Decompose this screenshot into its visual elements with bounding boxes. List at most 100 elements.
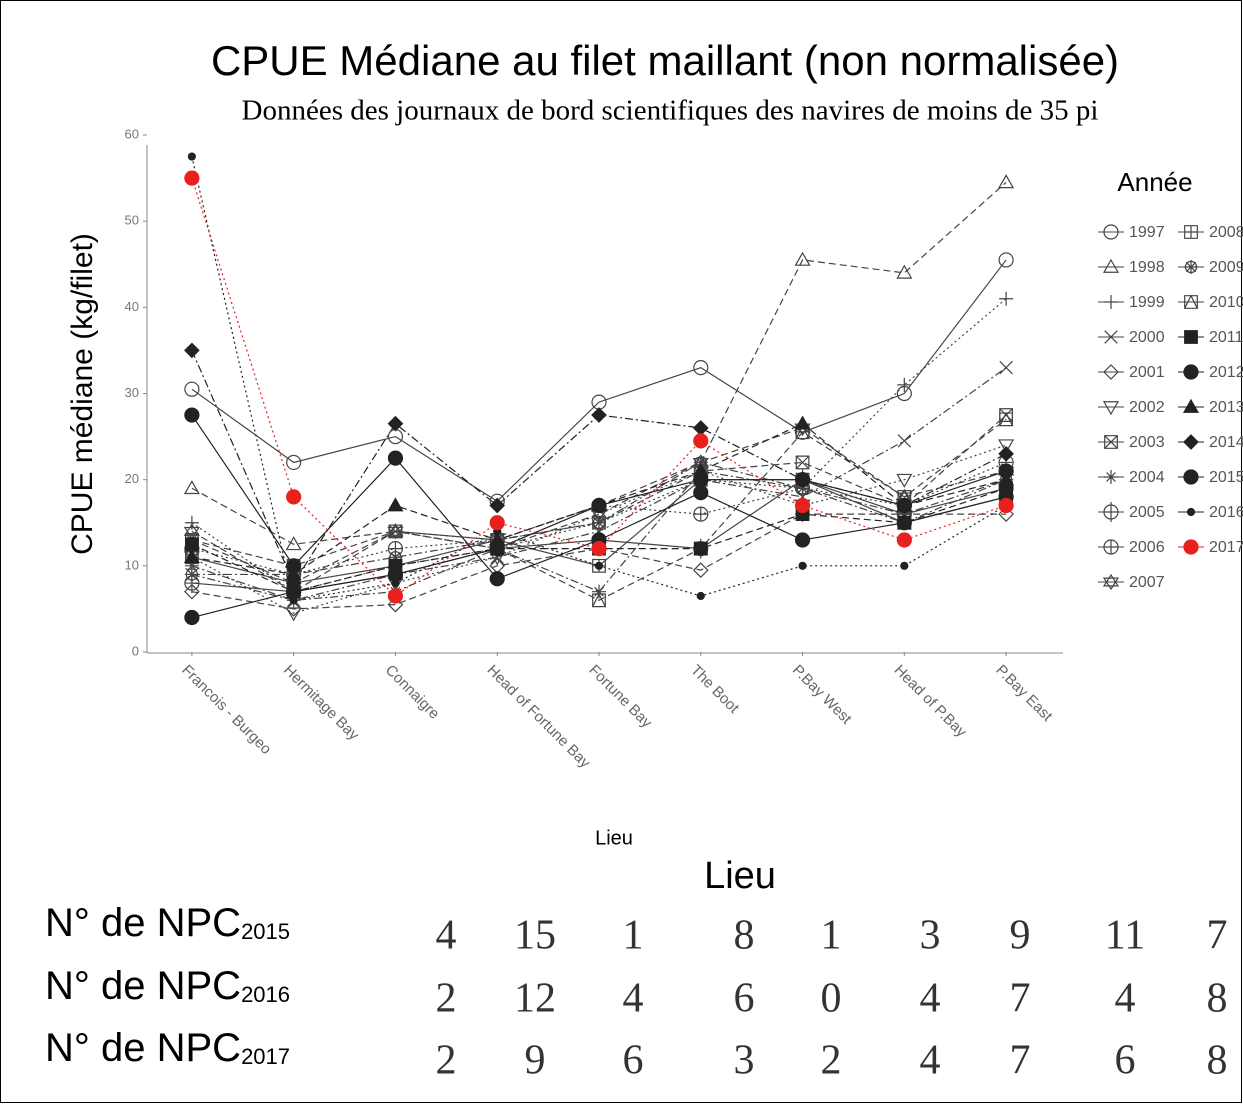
marker [693, 541, 708, 556]
marker [387, 588, 404, 604]
legend-swatch [1102, 258, 1120, 273]
legend-swatch [1103, 502, 1119, 522]
marker [998, 497, 1014, 514]
overlay-label: Lieu [704, 855, 776, 897]
marker [794, 497, 811, 514]
marker [285, 601, 302, 617]
table-cell: 12 [514, 976, 556, 1022]
series-line [191, 427, 1007, 593]
series-line [191, 513, 1007, 610]
legend-label: 2015 [1209, 469, 1243, 486]
table-cell: 11 [1105, 913, 1145, 959]
marker [999, 360, 1013, 375]
table-cell: 6 [1115, 1038, 1136, 1084]
marker [184, 342, 200, 359]
legend-swatch [1103, 364, 1119, 380]
marker [897, 377, 912, 392]
legend-label: 1999 [1129, 294, 1165, 311]
marker [387, 596, 404, 613]
legend-label: 2014 [1209, 434, 1243, 451]
marker [286, 584, 302, 600]
marker [391, 578, 400, 588]
legend-swatch [1183, 434, 1199, 450]
series-line [191, 470, 1007, 601]
table-cell: 3 [734, 1038, 755, 1084]
legend-label: 1998 [1129, 259, 1165, 276]
marker [489, 571, 505, 587]
marker [387, 428, 404, 445]
marker [184, 381, 200, 397]
legend-swatch [1183, 469, 1199, 485]
marker [184, 567, 199, 582]
legend-swatch [1183, 294, 1199, 309]
series-line [191, 461, 1007, 576]
marker [286, 489, 302, 505]
marker [896, 497, 912, 514]
legend-label: 2005 [1129, 504, 1165, 521]
marker [998, 252, 1014, 268]
marker [591, 394, 607, 410]
legend-swatch [1104, 470, 1118, 484]
marker [289, 596, 298, 605]
table-cell: 1 [821, 913, 842, 959]
table-cell: 2 [436, 976, 457, 1022]
marker [998, 506, 1014, 522]
marker [183, 549, 200, 564]
row-label: N° de NPC2017 [45, 1026, 290, 1070]
marker [285, 607, 302, 622]
marker [896, 532, 912, 548]
series-line [191, 444, 1007, 614]
legend-swatch [1183, 364, 1199, 380]
legend-swatch [1186, 507, 1196, 517]
legend-label: 2013 [1209, 399, 1243, 416]
row-label-year: 2017 [241, 1044, 290, 1069]
table-cell: 7 [1010, 1038, 1031, 1084]
marker [998, 411, 1014, 427]
marker [998, 439, 1015, 454]
marker [794, 415, 811, 430]
marker [794, 472, 811, 488]
legend-label: 2008 [1209, 224, 1243, 241]
marker [692, 562, 709, 578]
marker [388, 550, 403, 565]
marker [592, 515, 606, 530]
legend-swatch [1104, 295, 1118, 309]
row-label-text: N° de NPC [45, 1026, 241, 1070]
marker [896, 515, 912, 531]
table-cell: 8 [1207, 976, 1228, 1022]
table-cell: 1 [623, 913, 644, 959]
marker [591, 497, 607, 514]
legend-label: 2017 [1209, 539, 1243, 556]
marker [896, 385, 912, 402]
marker [998, 471, 1015, 486]
legend-swatch [1103, 224, 1119, 240]
marker [693, 506, 709, 522]
table-cell: 6 [623, 1038, 644, 1084]
marker [998, 174, 1015, 189]
legend-swatch [1184, 225, 1198, 239]
legend-swatch [1182, 398, 1200, 413]
row-label-text: N° de NPC [45, 901, 241, 945]
marker [693, 472, 709, 488]
legend-swatch [1104, 330, 1118, 344]
y-tick-label: 30 [125, 385, 139, 400]
marker [184, 407, 200, 423]
marker [693, 360, 709, 376]
marker [387, 450, 404, 466]
marker [183, 480, 200, 495]
marker [387, 566, 404, 583]
row-label-year: 2015 [241, 919, 290, 944]
marker [897, 507, 912, 522]
table-cell: 4 [920, 1038, 941, 1084]
marker [896, 473, 913, 488]
series-line [191, 418, 1007, 601]
marker [798, 561, 807, 570]
marker [591, 407, 607, 423]
marker [795, 455, 810, 470]
legend-label: 1997 [1129, 224, 1165, 241]
legend-label: 2012 [1209, 364, 1243, 381]
marker [489, 497, 506, 514]
table-cell: 8 [734, 913, 755, 959]
marker [184, 537, 199, 552]
